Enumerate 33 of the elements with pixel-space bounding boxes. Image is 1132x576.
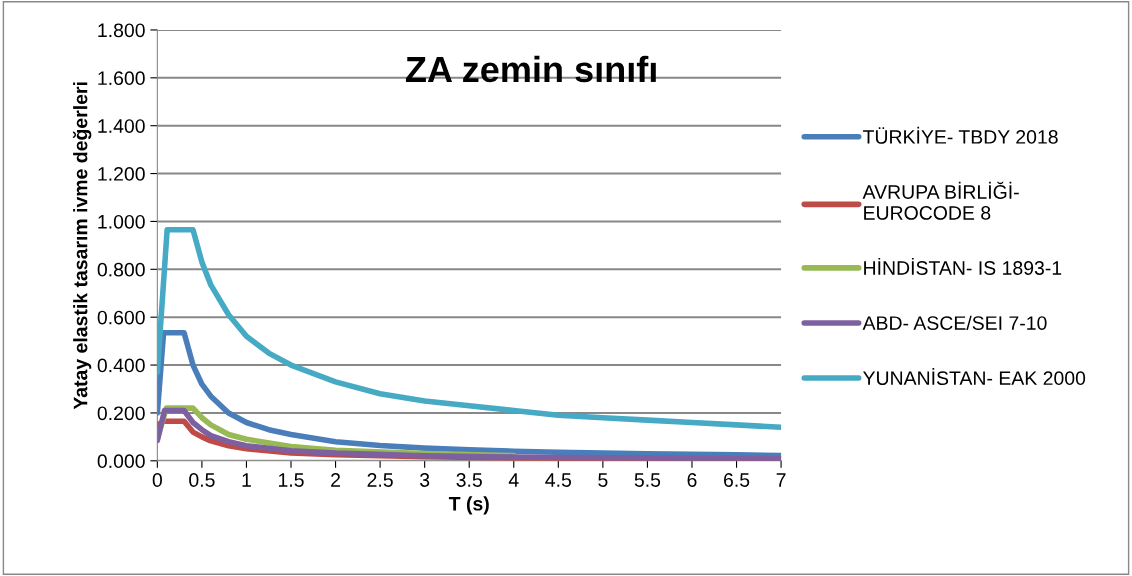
x-axis-title: T (s) <box>448 496 489 515</box>
legend-label: AVRUPA BİRLİĞİ- EUROCODE 8 <box>862 181 1019 220</box>
y-axis-title: Yatay elastik tasarım ivme değerleri <box>72 82 92 410</box>
legend-label: ABD- ASCE/SEI 7-10 <box>862 315 1047 330</box>
x-tick-label: 7 <box>776 473 786 487</box>
legend-label: TÜRKİYE- TBDY 2018 <box>863 126 1058 144</box>
y-tick-label: 1.200 <box>98 167 145 181</box>
x-tick-label: 2.5 <box>367 473 393 487</box>
x-tick-label: 6.5 <box>724 473 750 487</box>
x-tick-label: 4.5 <box>545 473 572 487</box>
x-tick-label: 4 <box>508 473 519 487</box>
x-tick-label: 5.5 <box>634 473 661 487</box>
x-tick-label: 1 <box>242 473 251 487</box>
x-tick-label: 1.5 <box>278 473 304 487</box>
legend-label: HİNDİSTAN- IS 1893-1 <box>864 257 1062 275</box>
x-tick-label: 6 <box>687 473 697 487</box>
x-tick-label: 5 <box>598 473 608 487</box>
y-tick-label: 0.000 <box>97 454 145 469</box>
y-tick-label: 0.200 <box>97 406 145 421</box>
y-tick-label: 1.400 <box>98 119 145 133</box>
x-tick-label: 0 <box>152 473 162 487</box>
y-tick-label: 1.600 <box>98 71 145 86</box>
x-tick-label: 3 <box>420 473 430 487</box>
y-tick-label: 1.800 <box>98 23 145 38</box>
y-tick-label: 0.400 <box>97 358 145 373</box>
y-tick-label: 0.600 <box>97 310 145 325</box>
y-tick-label: 0.800 <box>97 262 145 277</box>
x-tick-label: 3.5 <box>456 473 482 487</box>
legend-label: YUNANİSTAN- EAK 2000 <box>863 368 1086 386</box>
text: ZA zemin sınıfı <box>405 55 656 83</box>
y-tick-label: 1.000 <box>98 214 145 229</box>
x-tick-label: 0.5 <box>189 473 215 487</box>
x-tick-label: 2 <box>331 473 340 487</box>
